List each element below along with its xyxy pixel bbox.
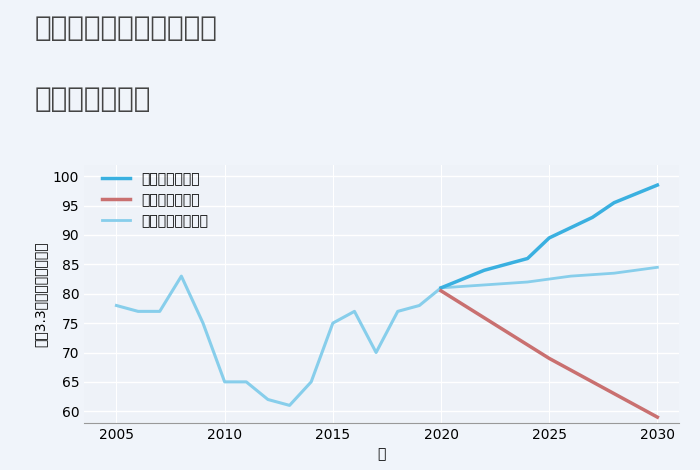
Text: 土地の価格推移: 土地の価格推移 [35, 85, 151, 113]
Text: 大阪府大阪市港区弁天の: 大阪府大阪市港区弁天の [35, 14, 218, 42]
Y-axis label: 坪（3.3㎡）単価（万円）: 坪（3.3㎡）単価（万円） [33, 241, 47, 346]
X-axis label: 年: 年 [377, 447, 386, 462]
Legend: グッドシナリオ, バッドシナリオ, ノーマルシナリオ: グッドシナリオ, バッドシナリオ, ノーマルシナリオ [97, 166, 214, 233]
